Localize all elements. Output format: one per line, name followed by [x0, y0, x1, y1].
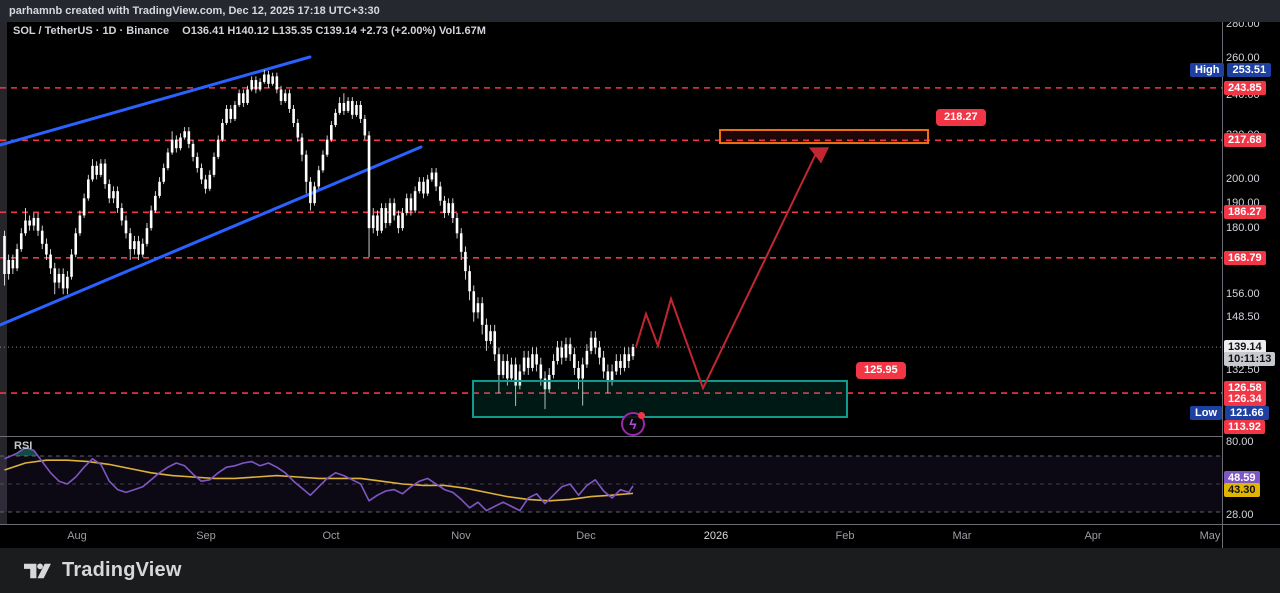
price-axis-tick: 200.00 [1226, 173, 1260, 186]
ohlc-values: O136.41 H140.12 L135.35 C139.14 +2.73 (+… [182, 25, 486, 37]
level-price-label: 168.79 [1224, 250, 1266, 265]
time-axis-label: Sep [196, 530, 216, 542]
accumulation-box[interactable] [472, 379, 848, 418]
time-axis-label: Feb [835, 530, 855, 542]
symbol-title[interactable]: SOL / TetherUS · 1D · Binance [13, 25, 170, 37]
time-axis-label: Nov [451, 530, 471, 542]
watermark-bar: parhamnb created with TradingView.com, D… [0, 0, 1280, 22]
alert-lightning-icon[interactable]: ϟ [621, 412, 645, 436]
session-high-label-value: 253.51 [1227, 63, 1272, 77]
level-price-label: 126.58 [1224, 381, 1266, 395]
rsi-indicator-label[interactable]: RSI [14, 440, 33, 452]
trendline[interactable] [0, 55, 312, 147]
price-axis-tick: 260.00 [1226, 52, 1260, 65]
price-axis[interactable]: 280.00260.00240.00220.00200.00190.00180.… [1222, 18, 1280, 548]
time-axis-label: Aug [67, 530, 87, 542]
time-axis-label: Mar [952, 530, 972, 542]
alert-active-dot [638, 412, 645, 419]
candlestick-series [3, 69, 635, 410]
rsi-value-label: 48.59 [1224, 471, 1260, 485]
time-axis-label: 2026 [703, 530, 729, 542]
level-price-label: 186.27 [1224, 205, 1266, 220]
session-low-label-tag: Low [1190, 406, 1222, 420]
price-axis-tick: 132.50 [1226, 363, 1260, 376]
tradingview-logo-icon[interactable] [24, 558, 54, 584]
time-axis-label: Dec [576, 530, 596, 542]
rsi-axis-tick: 28.00 [1226, 508, 1254, 521]
session-low-label-value: 121.66 [1225, 406, 1269, 420]
price-axis-tick: 180.00 [1226, 222, 1260, 235]
level-price-label: 243.85 [1224, 80, 1266, 95]
rsi-axis-tick: 80.00 [1226, 436, 1254, 448]
drawing-toolbar-edge[interactable] [0, 22, 7, 548]
level-price-label: 126.34 [1224, 392, 1266, 406]
session-low-label: Low 121.66 [1190, 406, 1269, 420]
time-axis[interactable]: Aug Sep Oct Nov Dec 2026 Feb Mar Apr May [0, 524, 1280, 548]
pane-separator-price-rsi[interactable] [0, 436, 1222, 437]
watermark-text: parhamnb created with TradingView.com, D… [9, 5, 380, 17]
bar-countdown-label: 10:11:13 [1224, 352, 1276, 367]
brand-bar: TradingView [0, 548, 1280, 593]
trendline[interactable] [0, 145, 423, 327]
level-price-label: 113.92 [1224, 420, 1266, 434]
price-callout-label[interactable]: 125.95 [856, 362, 906, 379]
session-high-label-tag: High [1190, 63, 1225, 77]
symbol-legend[interactable]: SOL / TetherUS · 1D · Binance O136.41 H1… [13, 25, 486, 37]
price-callout-label[interactable]: 218.27 [936, 109, 986, 126]
time-axis-label: Oct [322, 530, 340, 542]
rsi-line [4, 446, 634, 512]
current-price-label: 139.14 [1224, 340, 1266, 355]
session-high-label: High 253.51 [1190, 63, 1272, 77]
tradingview-logo-text[interactable]: TradingView [62, 559, 182, 581]
target-box[interactable] [719, 128, 929, 145]
price-axis-tick: 156.00 [1226, 288, 1260, 301]
time-axis-label: May [1199, 530, 1221, 542]
level-price-label: 217.68 [1224, 133, 1266, 148]
projection-path[interactable] [635, 147, 830, 391]
rsi-value-label: 43.30 [1224, 483, 1260, 497]
price-axis-tick: 148.50 [1226, 311, 1260, 323]
time-axis-label: Apr [1084, 530, 1102, 542]
